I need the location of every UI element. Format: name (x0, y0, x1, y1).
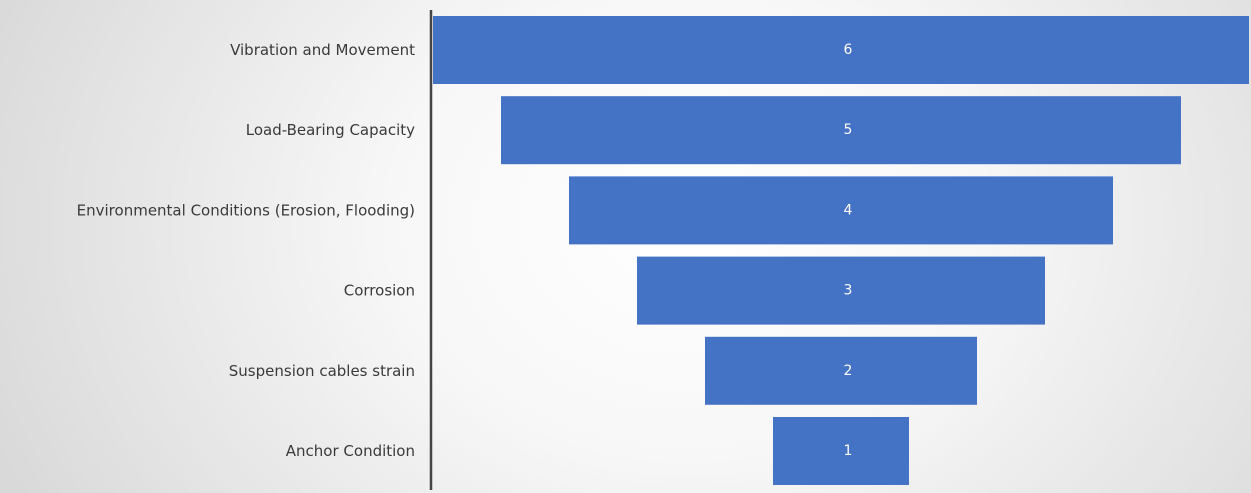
funnel-bar (501, 96, 1181, 165)
funnel-bar (433, 16, 1249, 84)
category-label: Load-Bearing Capacity (246, 121, 415, 139)
category-label: Anchor Condition (286, 442, 415, 460)
data-label: 6 (844, 42, 853, 58)
funnel-bar (773, 417, 909, 485)
category-label: Environmental Conditions (Erosion, Flood… (77, 201, 415, 219)
data-label: 5 (844, 122, 853, 138)
data-label: 2 (844, 363, 853, 379)
category-label: Suspension cables strain (229, 362, 415, 380)
funnel-bar (637, 256, 1045, 325)
data-label: 1 (844, 443, 853, 459)
category-label: Vibration and Movement (230, 41, 415, 59)
data-label: 4 (844, 202, 853, 218)
data-label: 3 (844, 283, 853, 299)
category-label: Corrosion (344, 282, 415, 300)
funnel-bar (569, 176, 1113, 245)
funnel-bar (705, 336, 977, 405)
